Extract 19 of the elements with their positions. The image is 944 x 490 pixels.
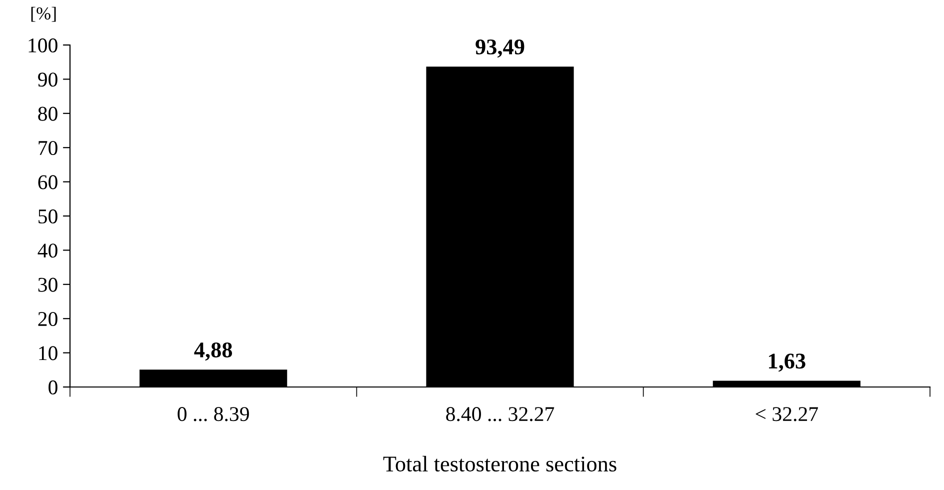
y-tick-label: 80 (38, 106, 58, 121)
y-tick-label: 100 (28, 38, 58, 52)
y-tick-label: 50 (38, 209, 58, 224)
x-tick-label: 0 ... 8.39 (178, 407, 249, 422)
y-tick-label: 90 (38, 72, 58, 87)
y-axis-title: [%] (31, 6, 56, 22)
y-tick-label: 40 (38, 244, 58, 258)
y-tick-label: 60 (38, 175, 58, 190)
data-label: 4,88 (194, 342, 232, 361)
x-axis-title: Total testosterone sections (383, 456, 616, 472)
data-label: 93,49 (476, 39, 524, 58)
y-tick-label: 10 (39, 346, 58, 360)
y-tick-label: 20 (38, 312, 58, 326)
y-tick-label: 30 (38, 278, 58, 292)
x-tick-label: 8.40 ... 32.27 (446, 407, 554, 422)
y-tick-label: 0 (48, 380, 58, 394)
data-label: 1,63 (769, 354, 806, 372)
x-tick-label: < 32.27 (756, 407, 818, 422)
y-tick-label: 70 (38, 140, 58, 156)
